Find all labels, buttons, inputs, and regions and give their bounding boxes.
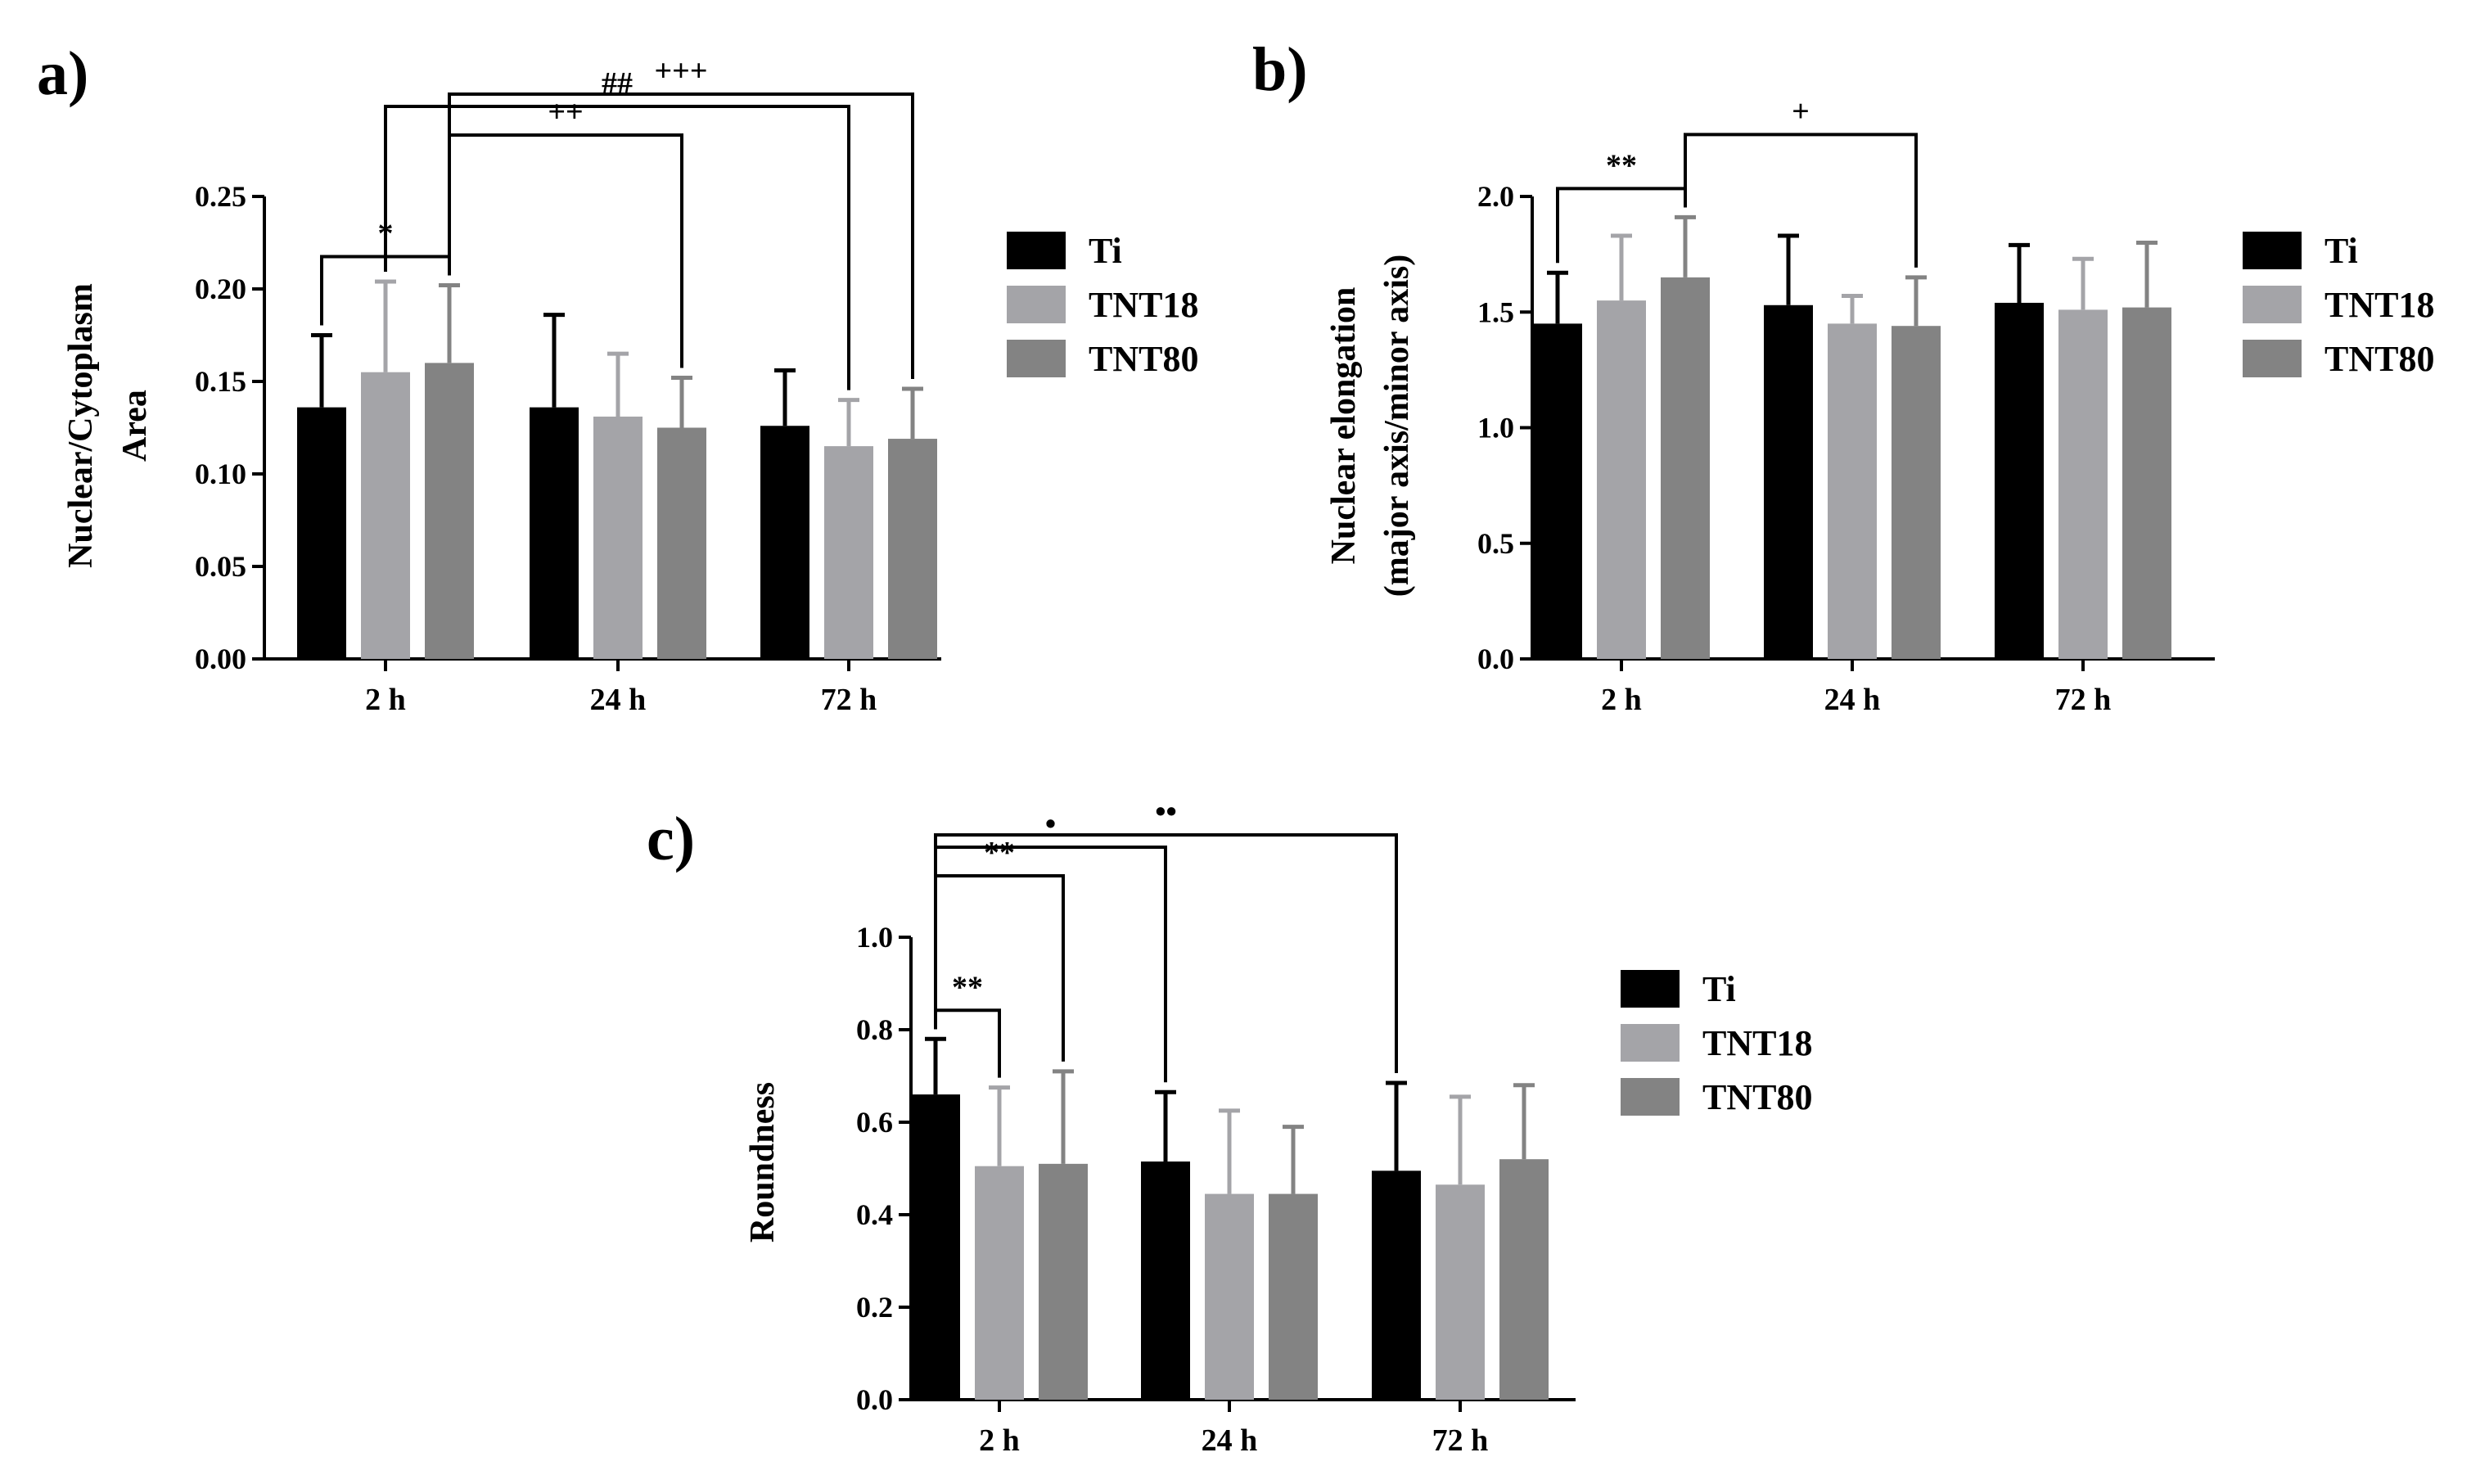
panel-label: b) — [1252, 35, 1308, 104]
bar-ti-1 — [1141, 1161, 1190, 1400]
bar-tnt80-1 — [657, 427, 706, 659]
bar-tnt80-0 — [1661, 277, 1710, 659]
legend-label: Ti — [1089, 231, 1122, 271]
legend-label: TNT80 — [2324, 339, 2434, 379]
y-tick-label: 0.20 — [195, 273, 246, 305]
significance-label: ** — [984, 836, 1015, 870]
legend-label: TNT18 — [1089, 285, 1198, 325]
bar-tnt18-0 — [1597, 300, 1646, 659]
significance-label: ++ — [548, 95, 583, 129]
bar-ti-0 — [911, 1094, 960, 1400]
x-tick-label: 2 h — [365, 683, 406, 717]
significance-label: •• — [1155, 795, 1177, 829]
bar-ti-2 — [1372, 1171, 1421, 1400]
bar-tnt80-0 — [1039, 1163, 1088, 1400]
legend-swatch-tnt18 — [2243, 286, 2302, 323]
bar-tnt80-1 — [1892, 326, 1941, 659]
bar-tnt18-0 — [361, 372, 410, 659]
bar-ti-0 — [297, 407, 346, 659]
panel-label: c) — [647, 805, 695, 873]
significance-label: • — [1045, 807, 1056, 841]
legend-label: TNT18 — [1702, 1023, 1812, 1063]
y-axis-label: Nuclear elongation — [1325, 287, 1363, 565]
bar-ti-1 — [530, 407, 579, 659]
y-tick-label: 0.6 — [856, 1106, 893, 1139]
panel-b: b) Nuclear elongation (major axis/minor ax… — [1252, 35, 2434, 717]
y-tick-label: 0.0 — [1477, 643, 1514, 675]
significance-bracket — [448, 92, 914, 380]
y-tick-label: 0.00 — [195, 643, 246, 675]
x-tick-label: 24 h — [1202, 1423, 1258, 1458]
significance-bracket — [934, 1008, 1001, 1078]
significance-label: ** — [1606, 148, 1637, 183]
y-tick-label: 1.0 — [1477, 412, 1514, 444]
legend-label: TNT80 — [1089, 339, 1198, 379]
x-tick-label: 2 h — [1601, 683, 1642, 717]
bar-ti-1 — [1764, 304, 1813, 659]
y-tick-label: 1.5 — [1477, 295, 1514, 328]
y-tick-label: 0.4 — [856, 1198, 893, 1231]
bar-tnt18-2 — [2058, 309, 2108, 659]
bar-tnt18-2 — [824, 446, 873, 659]
y-tick-label: 0.8 — [856, 1013, 893, 1046]
legend-swatch-tnt80 — [1007, 340, 1066, 377]
legend-swatch-tnt18 — [1621, 1024, 1680, 1062]
bar-ti-2 — [760, 426, 809, 659]
legend-label: TNT18 — [2324, 285, 2434, 325]
significance-label: + — [1792, 94, 1810, 129]
legend-swatch-ti — [1621, 970, 1680, 1008]
panel-label: a) — [37, 39, 88, 108]
bar-tnt18-1 — [1205, 1193, 1254, 1400]
legend-swatch-ti — [2243, 232, 2302, 269]
significance-bracket — [384, 105, 850, 390]
bar-tnt18-1 — [1828, 323, 1877, 659]
bar-tnt80-2 — [888, 439, 937, 659]
legend-swatch-ti — [1007, 232, 1066, 269]
y-tick-label: 0.15 — [195, 365, 246, 398]
legend-swatch-tnt80 — [2243, 340, 2302, 377]
x-tick-label: 72 h — [2055, 683, 2112, 717]
x-tick-label: 72 h — [821, 683, 877, 717]
significance-bracket — [934, 846, 1167, 1083]
x-tick-label: 24 h — [1824, 683, 1881, 717]
bar-tnt18-0 — [975, 1166, 1024, 1400]
legend-label: Ti — [2324, 231, 2358, 271]
legend-swatch-tnt18 — [1007, 286, 1066, 323]
bar-tnt18-2 — [1436, 1184, 1485, 1400]
bar-ti-2 — [1995, 302, 2044, 659]
legend-label: TNT80 — [1702, 1077, 1812, 1117]
significance-label: ** — [952, 970, 983, 1004]
y-tick-label: 2.0 — [1477, 180, 1514, 213]
y-tick-label: 0.25 — [195, 180, 246, 213]
bar-tnt80-1 — [1269, 1193, 1318, 1400]
y-axis-label: Area — [116, 390, 154, 462]
significance-bracket — [1684, 133, 1918, 268]
y-tick-label: 0.0 — [856, 1383, 893, 1416]
significance-label: +++ — [655, 54, 708, 88]
legend-label: Ti — [1702, 969, 1736, 1009]
x-tick-label: 24 h — [590, 683, 647, 717]
y-tick-label: 1.0 — [856, 921, 893, 954]
y-tick-label: 0.2 — [856, 1291, 893, 1324]
y-tick-label: 0.05 — [195, 550, 246, 583]
bar-tnt80-2 — [1499, 1159, 1549, 1400]
panel-a: a) Nuclear/Cytoplasm Area 0.00 0.05 0.10 0.15 0… — [37, 39, 1198, 717]
y-tick-label: 0.10 — [195, 458, 246, 490]
legend-swatch-tnt80 — [1621, 1078, 1680, 1116]
significance-bracket — [448, 133, 683, 368]
significance-bracket — [934, 833, 1398, 1073]
y-tick-label: 0.5 — [1477, 527, 1514, 560]
y-axis-label: Roundness — [744, 1082, 782, 1243]
x-tick-label: 2 h — [979, 1423, 1020, 1458]
bar-tnt80-2 — [2122, 307, 2171, 659]
y-axis-label: (major axis/minor axis) — [1378, 255, 1416, 597]
bar-tnt80-0 — [425, 363, 474, 659]
y-axis-label: Nuclear/Cytoplasm — [62, 283, 100, 568]
panel-c: c) Roundness 0.0 0.2 0.4 0.6 0.8 1.0 2 h 24 h 72 h… — [647, 795, 1812, 1458]
x-tick-label: 72 h — [1432, 1423, 1489, 1458]
bar-ti-0 — [1533, 323, 1582, 659]
bar-tnt18-1 — [593, 416, 643, 659]
